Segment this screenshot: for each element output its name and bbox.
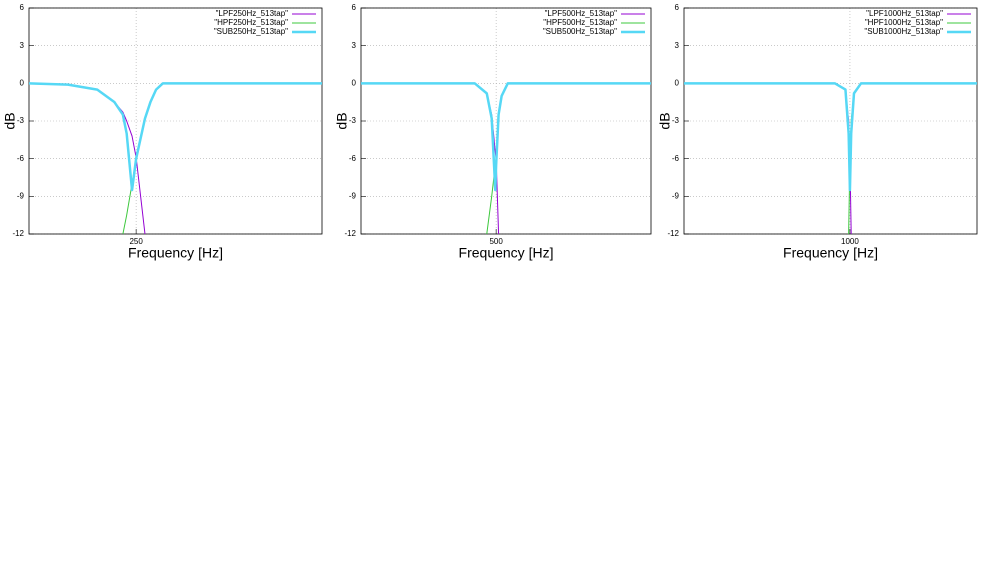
series-line bbox=[29, 82, 322, 192]
legend-label: "LPF1000Hz_513tap" bbox=[866, 9, 943, 18]
y-tick-label: -12 bbox=[667, 229, 679, 238]
y-tick-label: 6 bbox=[675, 3, 680, 12]
legend-label: "LPF250Hz_513tap" bbox=[216, 9, 289, 18]
y-tick-label: -12 bbox=[12, 229, 24, 238]
legend-label: "SUB250Hz_513tap" bbox=[214, 27, 288, 36]
plot-frame bbox=[28, 7, 323, 235]
y-tick-label: -3 bbox=[349, 116, 357, 125]
series-line bbox=[684, 82, 977, 192]
x-tick-label: 500 bbox=[489, 237, 503, 246]
x-tick-label: 1000 bbox=[841, 237, 859, 246]
y-tick-label: -3 bbox=[17, 116, 25, 125]
plot-area bbox=[684, 82, 977, 234]
series-line bbox=[684, 82, 852, 234]
legend-label: "LPF500Hz_513tap" bbox=[545, 9, 618, 18]
y-tick-label: 0 bbox=[675, 78, 680, 87]
legend-label: "SUB1000Hz_513tap" bbox=[864, 27, 943, 36]
y-tick-label: -6 bbox=[17, 154, 25, 163]
legend-label: "HPF250Hz_513tap" bbox=[214, 18, 288, 27]
series-line bbox=[361, 82, 651, 192]
y-tick-label: -3 bbox=[672, 116, 680, 125]
plot-frame bbox=[683, 7, 978, 235]
legend-label: "HPF1000Hz_513tap" bbox=[865, 18, 943, 27]
y-axis-label: dB bbox=[2, 112, 18, 129]
y-tick-label: 6 bbox=[20, 3, 25, 12]
y-tick-label: -9 bbox=[349, 191, 357, 200]
y-tick-label: -9 bbox=[17, 191, 25, 200]
plot-frame bbox=[360, 7, 652, 235]
y-tick-label: 0 bbox=[20, 78, 25, 87]
y-axis-label: dB bbox=[334, 112, 350, 129]
y-tick-label: 6 bbox=[352, 3, 357, 12]
plot-area bbox=[29, 82, 322, 234]
plot-area bbox=[361, 82, 651, 234]
y-tick-label: 3 bbox=[352, 41, 357, 50]
x-axis-label: Frequency [Hz] bbox=[128, 245, 223, 261]
x-tick-label: 250 bbox=[129, 237, 143, 246]
y-tick-label: -6 bbox=[672, 154, 680, 163]
y-tick-label: -6 bbox=[349, 154, 357, 163]
y-tick-label: -12 bbox=[344, 229, 356, 238]
legend-label: "SUB500Hz_513tap" bbox=[543, 27, 617, 36]
y-tick-label: 3 bbox=[20, 41, 25, 50]
y-tick-label: 3 bbox=[675, 41, 680, 50]
y-tick-label: -9 bbox=[672, 191, 680, 200]
x-axis-label: Frequency [Hz] bbox=[783, 245, 878, 261]
x-axis-label: Frequency [Hz] bbox=[459, 245, 554, 261]
y-tick-label: 0 bbox=[352, 78, 357, 87]
series-line bbox=[361, 82, 500, 234]
y-axis-label: dB bbox=[657, 112, 673, 129]
legend-label: "HPF500Hz_513tap" bbox=[543, 18, 617, 27]
